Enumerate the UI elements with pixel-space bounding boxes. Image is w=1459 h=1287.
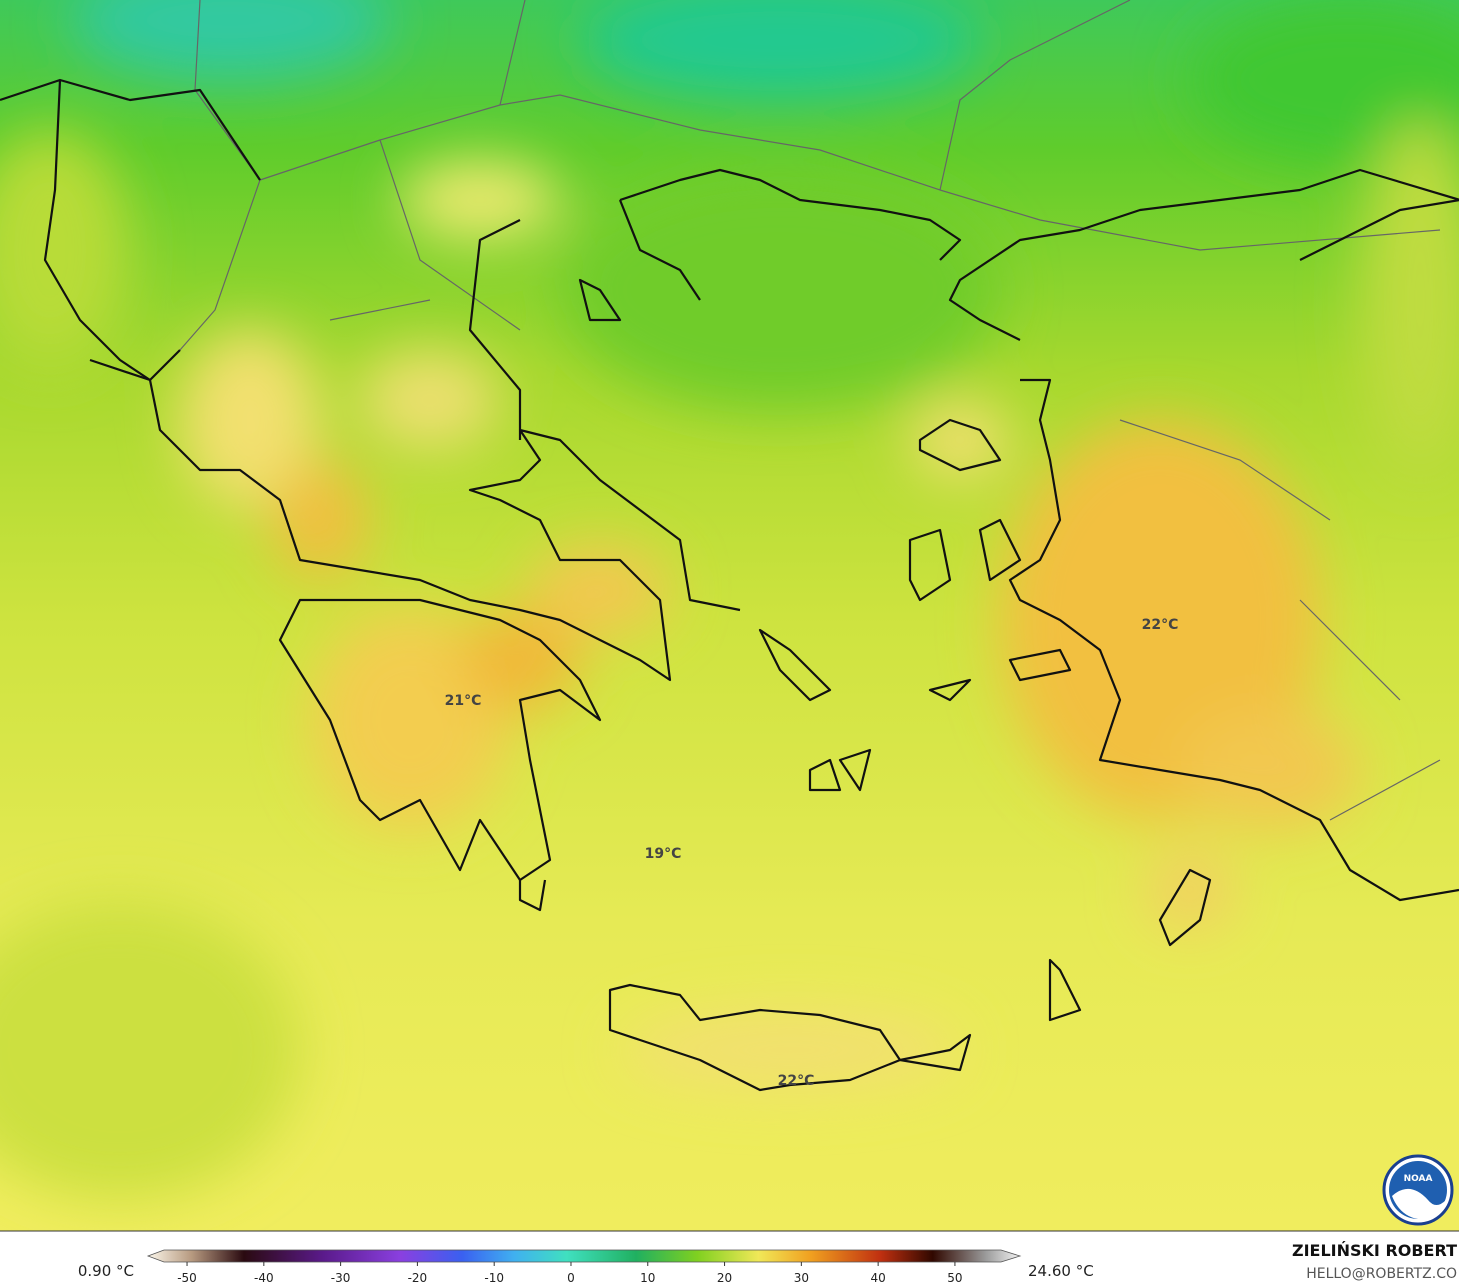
max-value: 24.60 °C xyxy=(1028,1262,1094,1280)
temperature-label: 21°C xyxy=(445,693,482,709)
colorbar: -50 -40 -30 -20 -10 0 10 20 30 40 50 xyxy=(146,1249,1022,1285)
colorbar-tick-label: 10 xyxy=(640,1271,655,1285)
temperature-label: 19°C xyxy=(645,846,682,862)
email: HELLO@ROBERTZ.CO xyxy=(1306,1266,1457,1282)
colorbar-tick-label: 30 xyxy=(794,1271,809,1285)
colorbar-tick-label: -30 xyxy=(331,1271,351,1285)
colorbar-tick-label: 40 xyxy=(870,1271,885,1285)
colorbar-tick-label: -20 xyxy=(408,1271,428,1285)
author: ZIELIŃSKI ROBERT xyxy=(1292,1241,1457,1260)
colorbar-tick-label: -50 xyxy=(177,1271,197,1285)
noaa-logo: NOAA xyxy=(1382,1154,1454,1226)
temperature-label: 22°C xyxy=(778,1073,815,1089)
colorbar-tick-label: 50 xyxy=(947,1271,962,1285)
colorbar-tick-label: -10 xyxy=(484,1271,504,1285)
min-value: 0.90 °C xyxy=(78,1262,134,1280)
coastlines xyxy=(0,78,1459,1092)
temperature-label: 22°C xyxy=(1142,617,1179,633)
colorbar-tick-label: 20 xyxy=(717,1271,732,1285)
colorbar-tick-label: 0 xyxy=(567,1271,575,1285)
logo-text: NOAA xyxy=(1404,1174,1433,1184)
colorbar-tick-label: -40 xyxy=(254,1271,274,1285)
map-labels: 22°C 21°C 19°C 22°C xyxy=(445,617,1179,1089)
map xyxy=(0,0,1459,1231)
